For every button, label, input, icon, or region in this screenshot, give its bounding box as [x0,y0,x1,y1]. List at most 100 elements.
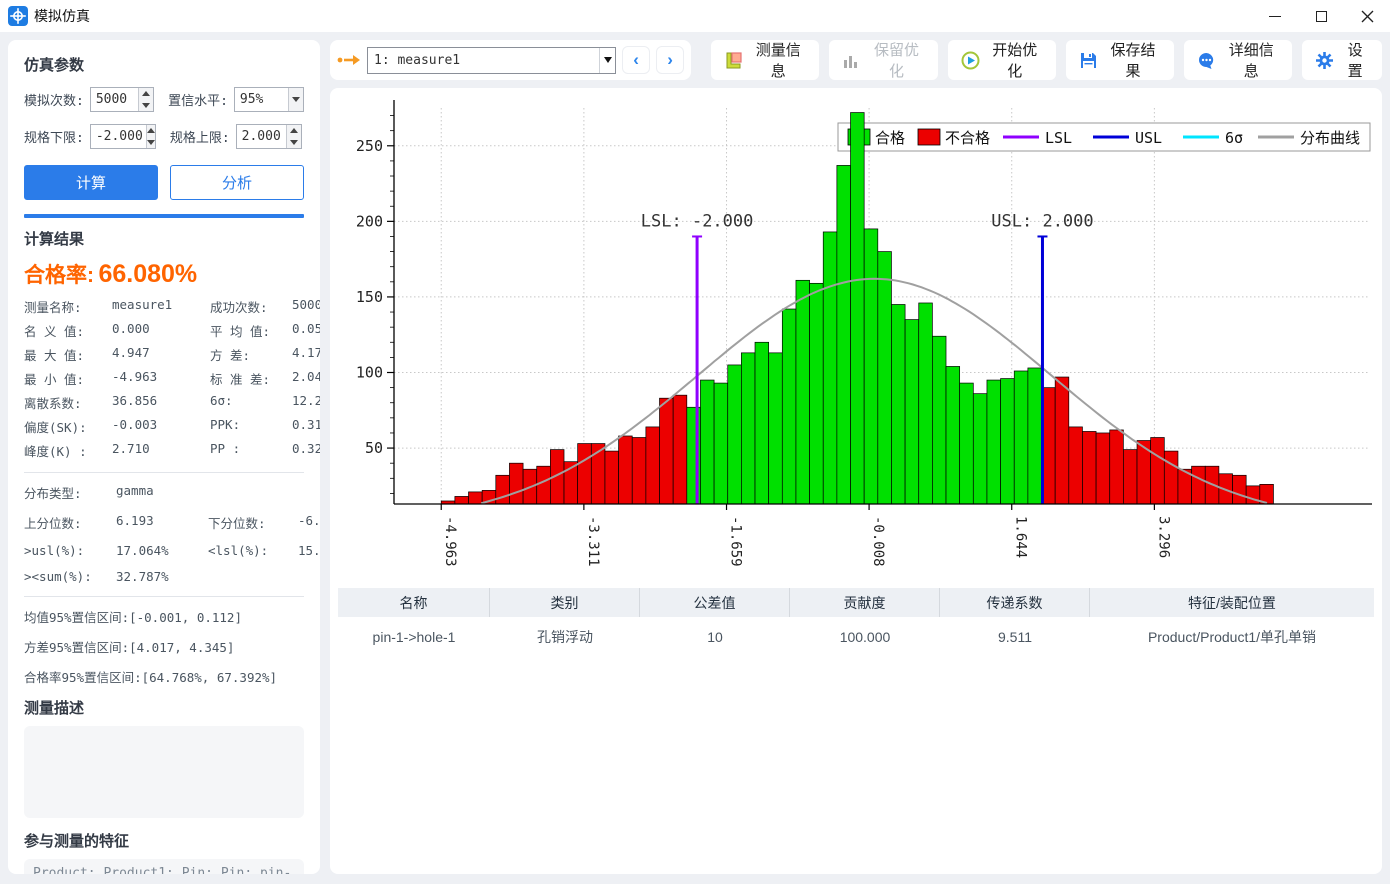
stat-value: 0.317 [292,417,320,436]
table-header-cell: 公差值 [640,588,790,617]
stat-label: 测量名称: [24,297,112,316]
bar-pass [946,366,960,504]
feature-position-link[interactable]: Product/Product1/单孔单销 [1090,617,1374,657]
confidence-dropdown-arrow[interactable] [288,88,303,111]
stat-label: 标 准 差: [210,369,292,388]
svg-text:合格: 合格 [875,129,905,147]
bar-pass [891,304,905,504]
usl-spinner[interactable] [286,125,301,148]
confidence-level-label: 置信水平: [168,90,228,109]
lsl-spinner[interactable] [146,125,155,148]
histogram-bars [441,113,1273,504]
bar-pass [700,380,714,504]
toolbar-button-gear[interactable]: 设置 [1302,40,1382,80]
close-button[interactable] [1344,0,1390,32]
usl-line-label: USL: 2.000 [991,211,1093,231]
pass-rate-label: 合格率: [24,264,94,287]
toolbar-button-label: 开始优化 [987,39,1043,81]
confidence-interval-line: 均值95%置信区间:[-0.001, 0.112] [24,607,304,626]
chat-icon [1197,51,1216,70]
analyze-button[interactable]: 分析 [170,165,304,200]
toolbar-button-save[interactable]: 保存结果 [1066,40,1174,80]
prev-measure-button[interactable]: ‹ [622,46,650,74]
svg-text:不合格: 不合格 [945,129,990,147]
minimize-button[interactable] [1252,0,1298,32]
measure-description-box[interactable] [24,726,304,818]
bar-fail [660,398,674,504]
measure-select[interactable]: 1: measure1 [367,47,616,74]
distribution-stats: 分布类型:gamma上分位数:6.193下分位数:-6.068>usl(%):1… [24,483,304,584]
toolbar-button-chat[interactable]: 详细信息 [1184,40,1292,80]
sim-count-input[interactable]: 5000 [90,87,154,112]
stat-value: 36.856 [112,393,210,412]
toolbar-button-play[interactable]: 开始优化 [948,40,1056,80]
next-measure-button[interactable]: › [656,46,684,74]
dist-value: 6.193 [116,513,208,532]
dist-value: 15.723% [298,543,320,558]
stat-value: -4.963 [112,369,210,388]
toolbar-button-bar-chart[interactable]: 保留优化 [829,40,937,80]
bar-pass [851,113,865,504]
svg-text:LSL: LSL [1045,129,1072,147]
toolbar-buttons: 测量信息 保留优化 开始优化保存结果详细信息设置 [711,40,1382,80]
measure-info-icon [724,51,743,70]
dist-label: <lsl(%): [208,543,298,558]
features-box[interactable]: Product: Product1: Pin: Pin: pin-5 [24,859,304,874]
toolbar-button-measure-info[interactable]: 测量信息 [711,40,819,80]
confidence-level-select[interactable]: 95% [234,87,304,112]
features-title: 参与测量的特征 [24,830,304,851]
dist-label: >usl(%): [24,543,116,558]
bar-pass [878,252,892,504]
x-tick-label: 3.296 [1155,516,1171,558]
bar-chart-icon [842,51,861,70]
stat-value: 0.326 [292,441,320,460]
sim-count-spinner[interactable] [138,88,153,111]
app-logo-icon [8,6,28,26]
y-tick-label: 250 [356,137,383,155]
bar-fail [1151,437,1165,504]
simulation-params-title: 仿真参数 [24,54,304,75]
chevron-right-icon: › [667,50,673,70]
contribution-table: 名称类别公差值贡献度传递系数特征/装配位置 pin-1->hole-1孔销浮动1… [338,588,1374,657]
bar-fail [605,451,619,504]
bar-pass [1001,379,1015,504]
svg-text:分布曲线: 分布曲线 [1300,129,1360,147]
table-row: pin-1->hole-1孔销浮动10100.0009.511Product/P… [338,617,1374,657]
bar-pass [823,232,837,504]
dist-value [298,483,320,502]
y-tick-label: 200 [356,212,383,230]
stat-label: 方 差: [210,345,292,364]
chart-panel: 合格不合格LSLUSL6σ分布曲线LSL: -2.000USL: 2.00050… [330,88,1382,874]
chart-legend: 合格不合格LSLUSL6σ分布曲线 [838,123,1370,151]
bar-fail [469,492,483,504]
toolbar-button-label: 保留优化 [868,39,924,81]
bar-fail [1096,433,1110,504]
combo-dropdown-icon[interactable] [599,48,615,73]
lsl-input[interactable]: -2.000 [90,124,156,149]
stat-label: 成功次数: [210,297,292,316]
svg-text:USL: USL [1135,129,1162,147]
minimize-icon [1269,16,1281,17]
bar-fail [1082,431,1096,504]
bar-fail [619,436,633,504]
dist-label: 上分位数: [24,513,116,532]
bar-pass [741,353,755,504]
pass-rate-value: 66.080% [98,260,197,288]
stat-label: 峰度(K) : [24,441,112,460]
result-stats: 测量名称:measure1成功次数:5000名 义 值:0.000平 均 值:0… [24,297,304,460]
usl-input[interactable]: 2.000 [236,124,302,149]
calculate-button[interactable]: 计算 [24,165,158,200]
table-cell: 孔销浮动 [490,617,640,657]
stat-value: 12.262 [292,393,320,412]
parameter-panel: 仿真参数 模拟次数: 5000 置信水平: 95% 规格下限: -2.000 规… [8,40,320,874]
maximize-button[interactable] [1298,0,1344,32]
table-cell: 100.000 [790,617,940,657]
bar-pass [1014,371,1028,504]
stat-value: 2.044 [292,369,320,388]
x-tick-label: -4.963 [442,516,458,567]
dist-label: ><sum(%): [24,569,116,584]
chevron-left-icon: ‹ [633,50,639,70]
stat-value: 4.947 [112,345,210,364]
table-cell: 9.511 [940,617,1090,657]
bar-fail [1055,377,1069,504]
